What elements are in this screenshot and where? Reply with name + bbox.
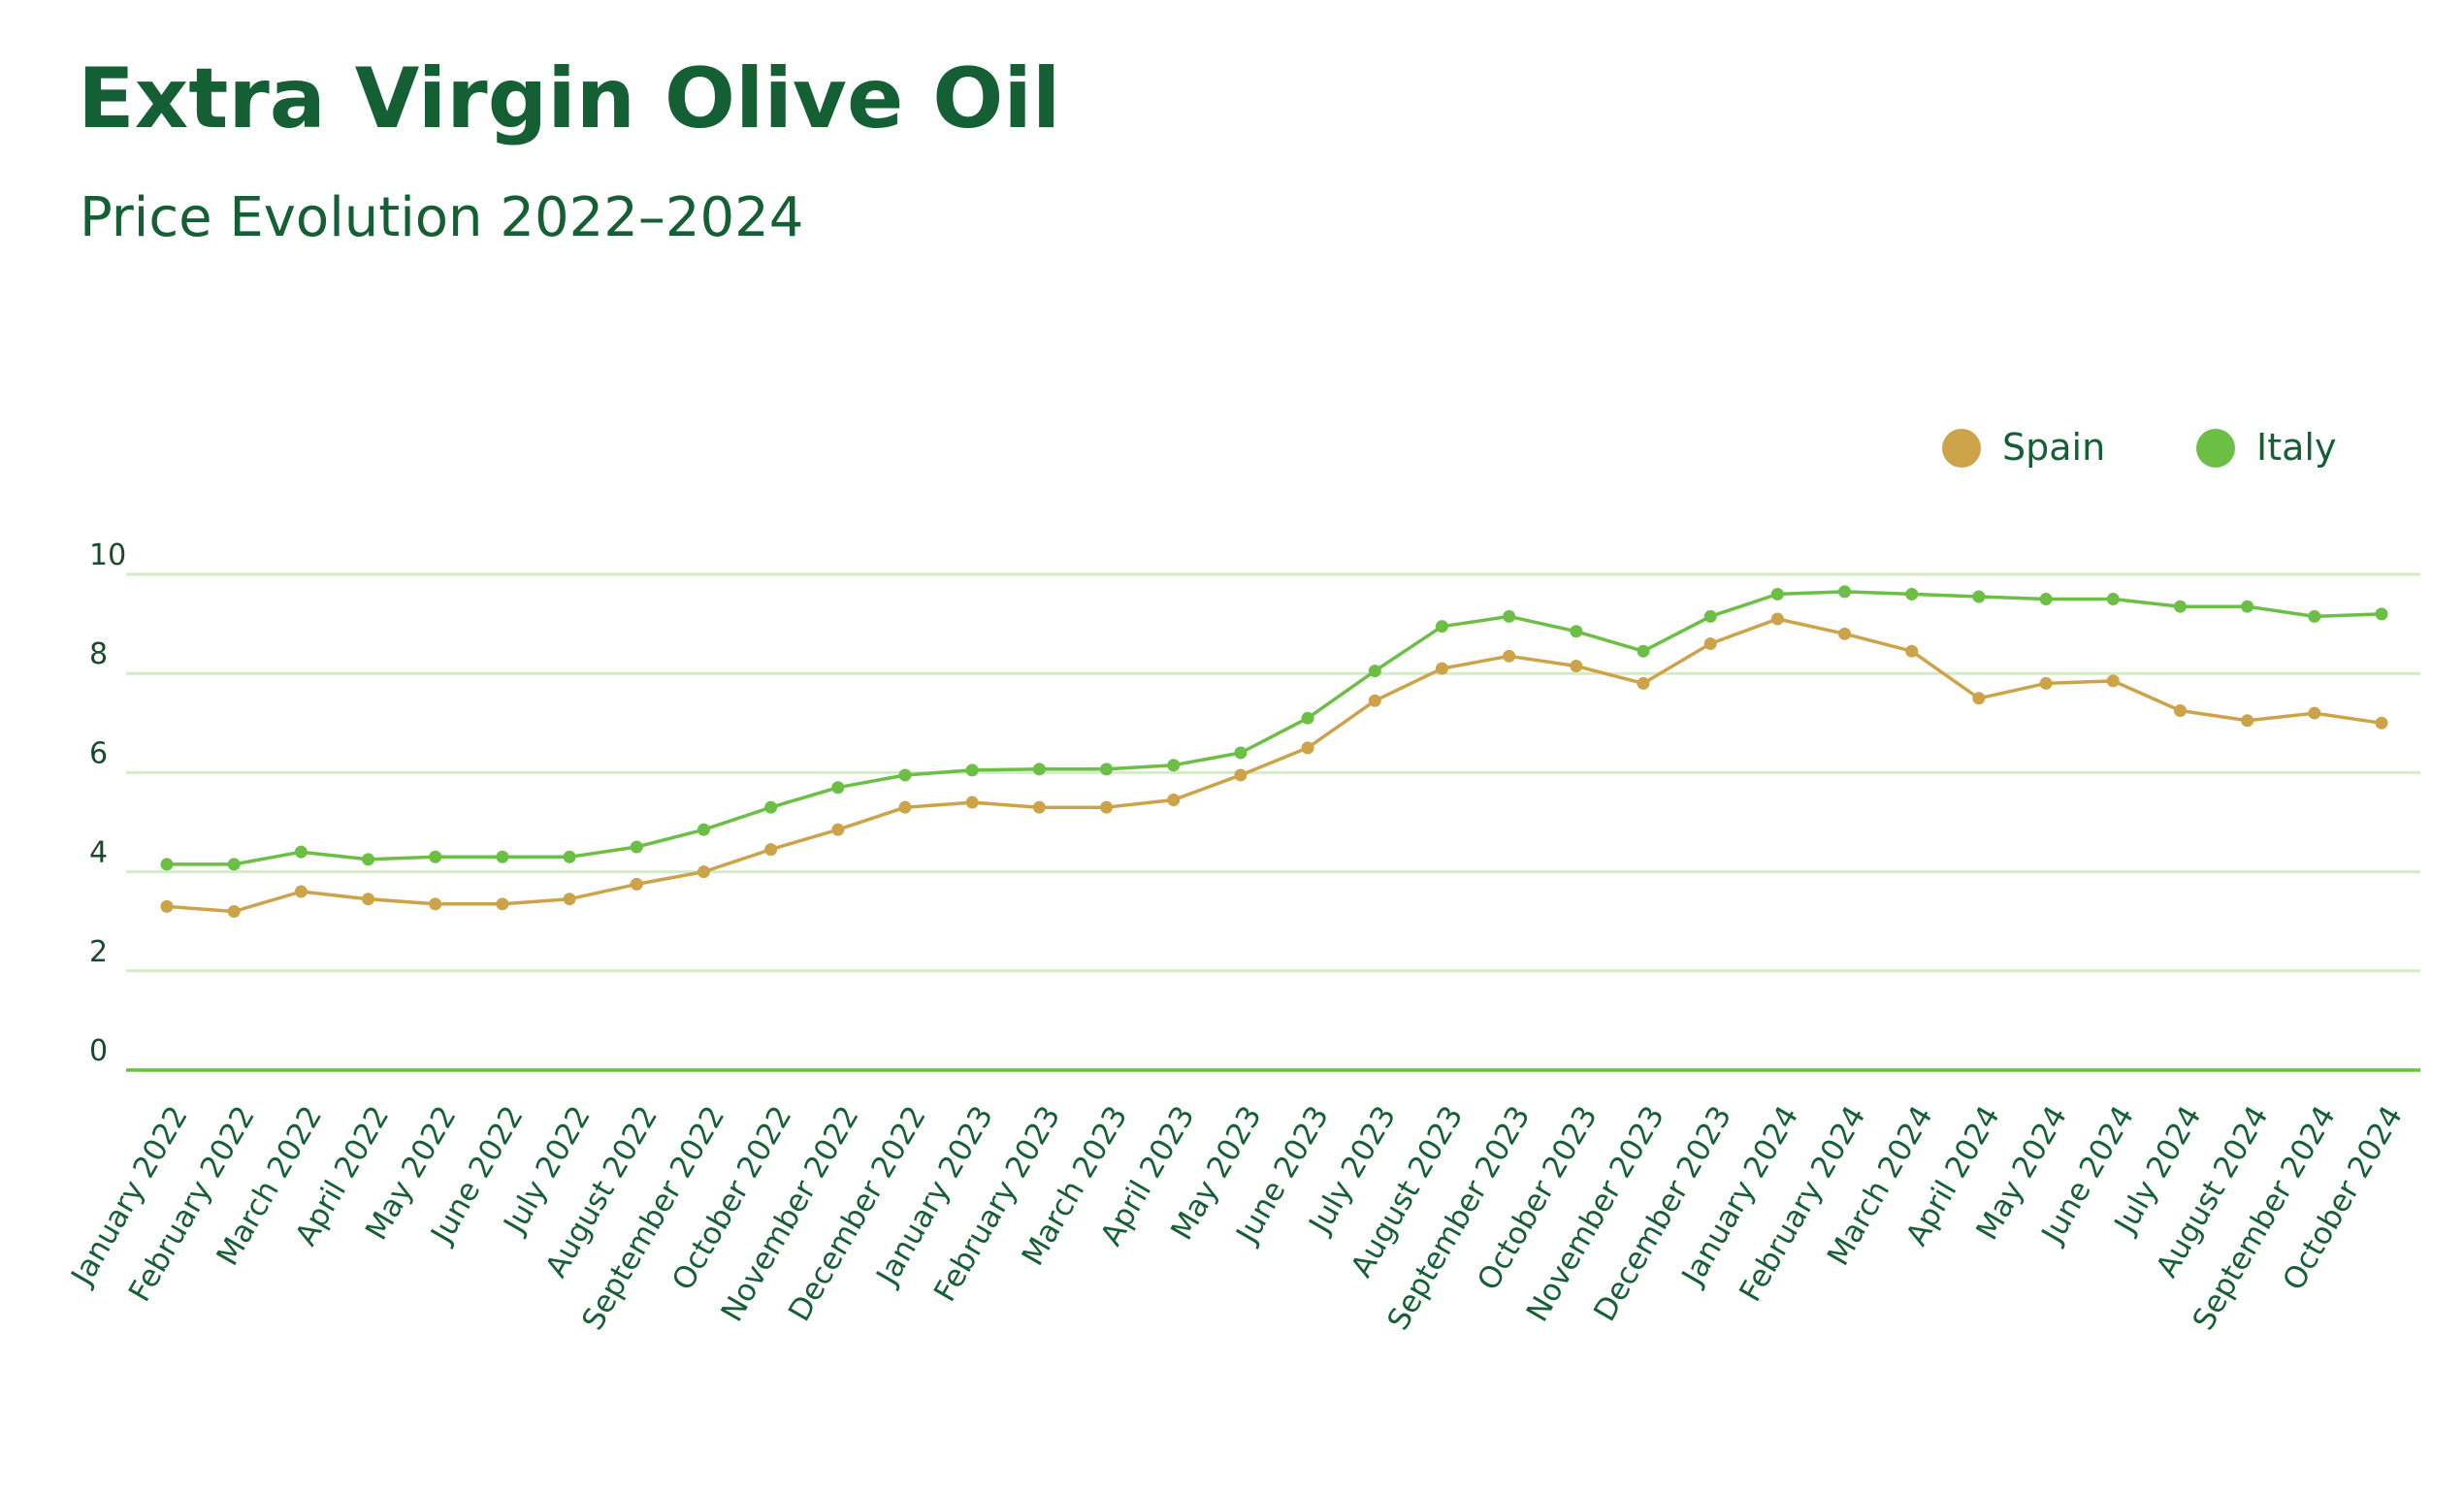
data-point-spain xyxy=(1703,637,1717,651)
data-point-spain xyxy=(1234,768,1248,782)
data-point-italy xyxy=(630,840,643,854)
data-point-italy xyxy=(898,768,912,782)
data-point-spain xyxy=(2241,714,2254,728)
data-point-spain xyxy=(362,893,375,906)
legend: Spain Italy xyxy=(1942,426,2336,469)
chart-subtitle: Price Evolution 2022–2024 xyxy=(80,186,804,249)
data-point-italy xyxy=(1637,644,1650,658)
data-point-italy xyxy=(563,850,576,863)
data-point-italy xyxy=(227,858,241,871)
chart-title: Extra Virgin Olive Oil xyxy=(78,50,1061,147)
data-point-italy xyxy=(160,858,174,871)
series-italy xyxy=(160,585,2388,871)
data-point-italy xyxy=(2039,593,2053,606)
data-point-spain xyxy=(630,877,643,891)
data-point-italy xyxy=(1703,609,1717,623)
y-tick-label: 6 xyxy=(89,736,108,770)
data-point-italy xyxy=(965,764,979,777)
series-spain xyxy=(160,612,2388,918)
series-group xyxy=(160,585,2388,918)
data-point-spain xyxy=(1770,612,1784,626)
data-point-spain xyxy=(1503,649,1516,663)
data-point-italy xyxy=(1570,625,1583,638)
data-point-spain xyxy=(1032,800,1046,814)
data-point-italy xyxy=(1234,746,1248,760)
data-point-italy xyxy=(1770,587,1784,601)
legend-label-spain: Spain xyxy=(2002,426,2105,469)
data-point-spain xyxy=(1301,741,1314,755)
legend-label-italy: Italy xyxy=(2256,426,2336,469)
data-point-italy xyxy=(362,853,375,866)
data-point-spain xyxy=(2106,674,2120,688)
data-point-italy xyxy=(2106,593,2120,606)
y-tick-label: 4 xyxy=(89,836,108,870)
data-point-italy xyxy=(1167,759,1181,772)
data-point-italy xyxy=(294,845,308,859)
data-point-italy xyxy=(831,781,845,795)
y-tick-label: 10 xyxy=(89,538,126,572)
y-tick-label: 8 xyxy=(89,637,108,671)
data-point-italy xyxy=(1972,590,1986,603)
data-point-spain xyxy=(764,843,778,857)
data-point-italy xyxy=(1435,620,1448,634)
legend-swatch-spain xyxy=(1942,429,1981,468)
y-axis-ticks: 0 2 4 6 8 10 xyxy=(89,538,126,1068)
data-point-spain xyxy=(1435,662,1448,675)
data-point-spain xyxy=(1368,694,1381,707)
data-point-spain xyxy=(496,897,509,911)
data-point-spain xyxy=(429,897,442,911)
data-point-spain xyxy=(1100,800,1114,814)
data-point-spain xyxy=(1905,644,1919,658)
data-point-spain xyxy=(2173,704,2187,718)
data-point-spain xyxy=(898,800,912,814)
data-point-italy xyxy=(1503,609,1516,623)
data-point-italy xyxy=(1838,585,1852,599)
data-point-spain xyxy=(831,823,845,836)
legend-item-spain: Spain xyxy=(1942,426,2105,469)
series-line-spain xyxy=(165,617,2383,914)
data-point-spain xyxy=(227,904,241,918)
data-point-spain xyxy=(1637,676,1650,690)
data-point-italy xyxy=(1368,665,1381,678)
data-point-italy xyxy=(764,800,778,814)
data-point-spain xyxy=(2308,706,2321,720)
data-point-italy xyxy=(2173,600,2187,613)
y-tick-label: 2 xyxy=(89,935,108,969)
data-point-spain xyxy=(2375,716,2388,730)
data-point-spain xyxy=(697,865,710,879)
data-point-spain xyxy=(1972,692,1986,705)
data-point-italy xyxy=(1905,587,1919,601)
data-point-italy xyxy=(2375,607,2388,621)
data-point-italy xyxy=(697,823,710,836)
data-point-italy xyxy=(1032,763,1046,776)
data-point-italy xyxy=(2308,609,2321,623)
data-point-italy xyxy=(2241,600,2254,613)
data-point-spain xyxy=(2039,676,2053,690)
data-point-spain xyxy=(294,885,308,898)
data-point-italy xyxy=(1100,763,1114,776)
data-point-italy xyxy=(496,850,509,863)
series-line-italy xyxy=(165,590,2383,866)
grid-lines xyxy=(126,572,2420,1072)
data-point-italy xyxy=(1301,711,1314,725)
legend-swatch-italy xyxy=(2196,429,2235,468)
data-point-spain xyxy=(1167,794,1181,807)
y-tick-label: 0 xyxy=(89,1034,108,1068)
data-point-spain xyxy=(1838,627,1852,640)
data-point-spain xyxy=(563,893,576,906)
legend-item-italy: Italy xyxy=(2196,426,2336,469)
data-point-spain xyxy=(160,899,174,913)
data-point-italy xyxy=(429,850,442,863)
data-point-spain xyxy=(965,796,979,809)
data-point-spain xyxy=(1570,660,1583,673)
